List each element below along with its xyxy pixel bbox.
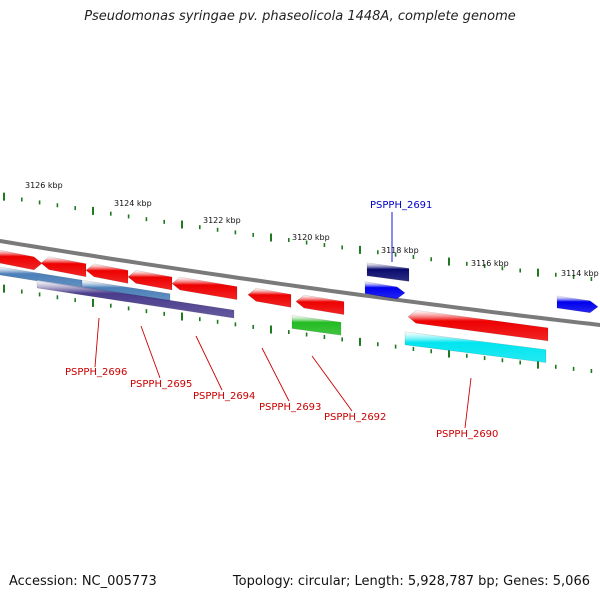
scale-label: 3116 kbp — [471, 259, 509, 268]
gene-psspph-2695 — [85, 263, 129, 284]
inner-scale-ticks — [3, 284, 593, 373]
genome-backbone — [0, 238, 600, 328]
scale-label: 3124 kbp — [114, 199, 152, 208]
gene-psspph-2694a — [127, 270, 173, 291]
gene-psspph-2691 — [366, 262, 410, 282]
scale-label: 3120 kbp — [292, 233, 330, 242]
label-leader — [464, 377, 472, 429]
gene-label: PSPPH_2692 — [324, 412, 386, 423]
scale-label: 3118 kbp — [381, 246, 419, 255]
gene-forward-1 — [364, 281, 406, 300]
gene-forward-2 — [556, 295, 599, 314]
gene-label: PSPPH_2691 — [370, 200, 432, 211]
map-title: Pseudomonas syringae pv. phaseolicola 14… — [84, 9, 516, 24]
label-leader — [311, 355, 353, 412]
gene-psspph-2694 — [171, 276, 238, 300]
label-leader — [140, 325, 161, 379]
gene-psspph-2693 — [247, 287, 292, 308]
gene-label: PSPPH_2690 — [436, 429, 498, 440]
gene-psspph-2697 — [0, 249, 43, 271]
gene-psspph-2690 — [407, 309, 549, 342]
gene-label: PSPPH_2696 — [65, 367, 127, 378]
scale-label: 3114 kbp — [561, 269, 599, 278]
feature-cyan — [404, 331, 547, 363]
label-leader — [94, 317, 100, 368]
gene-label: PSPPH_2695 — [130, 379, 192, 390]
scale-label: 3126 kbp — [25, 181, 63, 190]
gene-psspph-2696 — [40, 256, 87, 278]
feature-green — [291, 315, 342, 336]
label-leader — [261, 347, 290, 402]
outer-scale-ticks — [3, 192, 593, 281]
gene-psspph-2692 — [295, 294, 345, 316]
gene-label: PSPPH_2694 — [193, 391, 255, 402]
accession-text: Accession: NC_005773 — [9, 574, 157, 589]
label-leader — [195, 335, 223, 391]
genome-summary-text: Topology: circular; Length: 5,928,787 bp… — [232, 574, 590, 589]
feature-purple — [36, 279, 235, 319]
gene-label: PSPPH_2693 — [259, 402, 321, 413]
scale-label: 3122 kbp — [203, 216, 241, 225]
